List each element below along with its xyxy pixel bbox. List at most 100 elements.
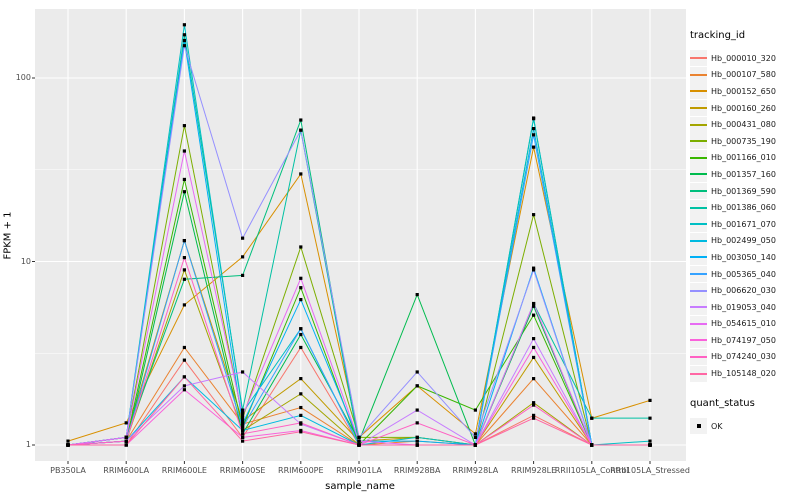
legend-entry: Hb_000152_650 — [690, 83, 798, 100]
data-point — [124, 443, 128, 447]
data-point — [299, 430, 303, 434]
data-point — [648, 439, 652, 443]
legend-entry: Hb_001166_010 — [690, 149, 798, 167]
legend-entry: Hb_006620_030 — [690, 282, 798, 299]
y-tick-label: 10 — [20, 256, 31, 266]
data-point — [182, 345, 186, 350]
data-point — [648, 416, 652, 420]
x-tick-label: RRIM928BA — [393, 466, 441, 475]
legend-line-icon — [690, 123, 707, 126]
legend-line-icon — [690, 339, 707, 342]
x-tick-label: RRII105LA_Control — [554, 466, 629, 475]
legend-key-swatch — [690, 282, 707, 299]
data-point — [182, 190, 186, 194]
legend-entry-label: Hb_000735_190 — [711, 136, 776, 146]
legend-entry-label: Hb_006620_030 — [711, 286, 776, 296]
legend-title-tracking-id: tracking_id — [690, 30, 746, 41]
data-point — [182, 358, 186, 362]
legend-entry-label: Hb_000160_260 — [711, 103, 776, 113]
legend-entry-label: Hb_005365_040 — [711, 269, 776, 279]
legend-line-icon — [690, 372, 707, 375]
data-point — [241, 255, 245, 259]
legend-entry: Hb_019053_040 — [690, 299, 798, 316]
legend-entry: Hb_001357_160 — [690, 166, 798, 183]
legend-entry-label: Hb_001166_010 — [711, 153, 776, 163]
data-point — [182, 277, 186, 281]
legend-key-swatch — [690, 50, 707, 67]
data-point — [532, 377, 536, 381]
data-point — [299, 276, 303, 280]
x-tick-label: RRIM600SE — [219, 466, 266, 475]
data-point — [241, 425, 245, 429]
legend-entry-label: Hb_019053_040 — [711, 302, 776, 312]
data-point — [124, 439, 128, 443]
x-tick-label: RRIM600LE — [161, 466, 207, 475]
data-point — [241, 411, 245, 415]
legend-key-swatch — [690, 166, 707, 183]
x-tick-label: RRIM901LA — [336, 466, 382, 475]
legend-entry: Hb_002499_050 — [690, 232, 798, 250]
data-point — [241, 439, 245, 443]
legend-line-icon — [690, 156, 707, 159]
data-point — [241, 408, 245, 412]
data-point — [532, 304, 536, 308]
data-point — [182, 33, 186, 37]
x-tick-label: PB350LA — [50, 466, 86, 475]
x-tick-label: RRIM928LA — [452, 466, 499, 475]
y-tick-label: 100 — [15, 73, 31, 82]
legend-entry: Hb_074197_050 — [690, 332, 798, 349]
data-point — [241, 413, 245, 417]
data-point — [590, 416, 594, 420]
data-point — [532, 213, 536, 217]
ok-key-swatch — [690, 418, 707, 435]
legend-entry: Hb_001369_590 — [690, 183, 798, 200]
data-point — [182, 238, 186, 243]
data-point — [182, 44, 186, 48]
data-point — [415, 384, 419, 388]
legend-line-icon — [690, 57, 707, 60]
legend-key-swatch — [690, 348, 707, 365]
legend-entry-label: OK — [711, 421, 723, 431]
legend-line-icon — [690, 73, 707, 76]
data-point — [532, 401, 536, 405]
data-point — [415, 439, 419, 443]
data-point — [299, 345, 303, 350]
x-axis-title: sample_name — [325, 481, 395, 492]
data-point — [532, 413, 536, 417]
data-point — [124, 421, 128, 425]
legend-key-swatch — [690, 266, 707, 283]
data-point — [241, 422, 245, 426]
legend-line-icon — [690, 306, 707, 309]
data-point — [357, 439, 361, 443]
legend-line-icon — [690, 173, 707, 176]
legend-line-icon — [690, 140, 707, 143]
data-point — [532, 145, 536, 149]
legend-entry-label: Hb_000010_320 — [711, 53, 776, 63]
data-point — [182, 375, 186, 379]
legend-entry: Hb_054615_010 — [690, 315, 798, 333]
data-point — [182, 256, 186, 260]
legend-key-swatch — [690, 100, 707, 117]
data-point — [299, 332, 303, 337]
legend-key-swatch — [690, 249, 707, 266]
data-point — [182, 149, 186, 153]
data-point — [299, 128, 303, 132]
legend-line-icon — [690, 273, 707, 276]
data-point — [299, 286, 303, 290]
legend-entry-label: Hb_054615_010 — [711, 319, 776, 329]
data-point — [299, 421, 303, 425]
legend-entry-label: Hb_105148_020 — [711, 369, 776, 379]
legend-entry: Hb_000107_580 — [690, 66, 798, 84]
data-point — [241, 236, 245, 240]
data-point — [357, 435, 361, 440]
data-point — [532, 268, 536, 272]
data-point — [299, 327, 303, 331]
legend-line-icon — [690, 206, 707, 209]
data-point — [299, 392, 303, 396]
data-point — [532, 313, 536, 317]
data-point — [473, 435, 477, 440]
legend-key-swatch — [690, 299, 707, 316]
y-tick-label: 1 — [25, 440, 31, 449]
data-point — [532, 133, 536, 137]
